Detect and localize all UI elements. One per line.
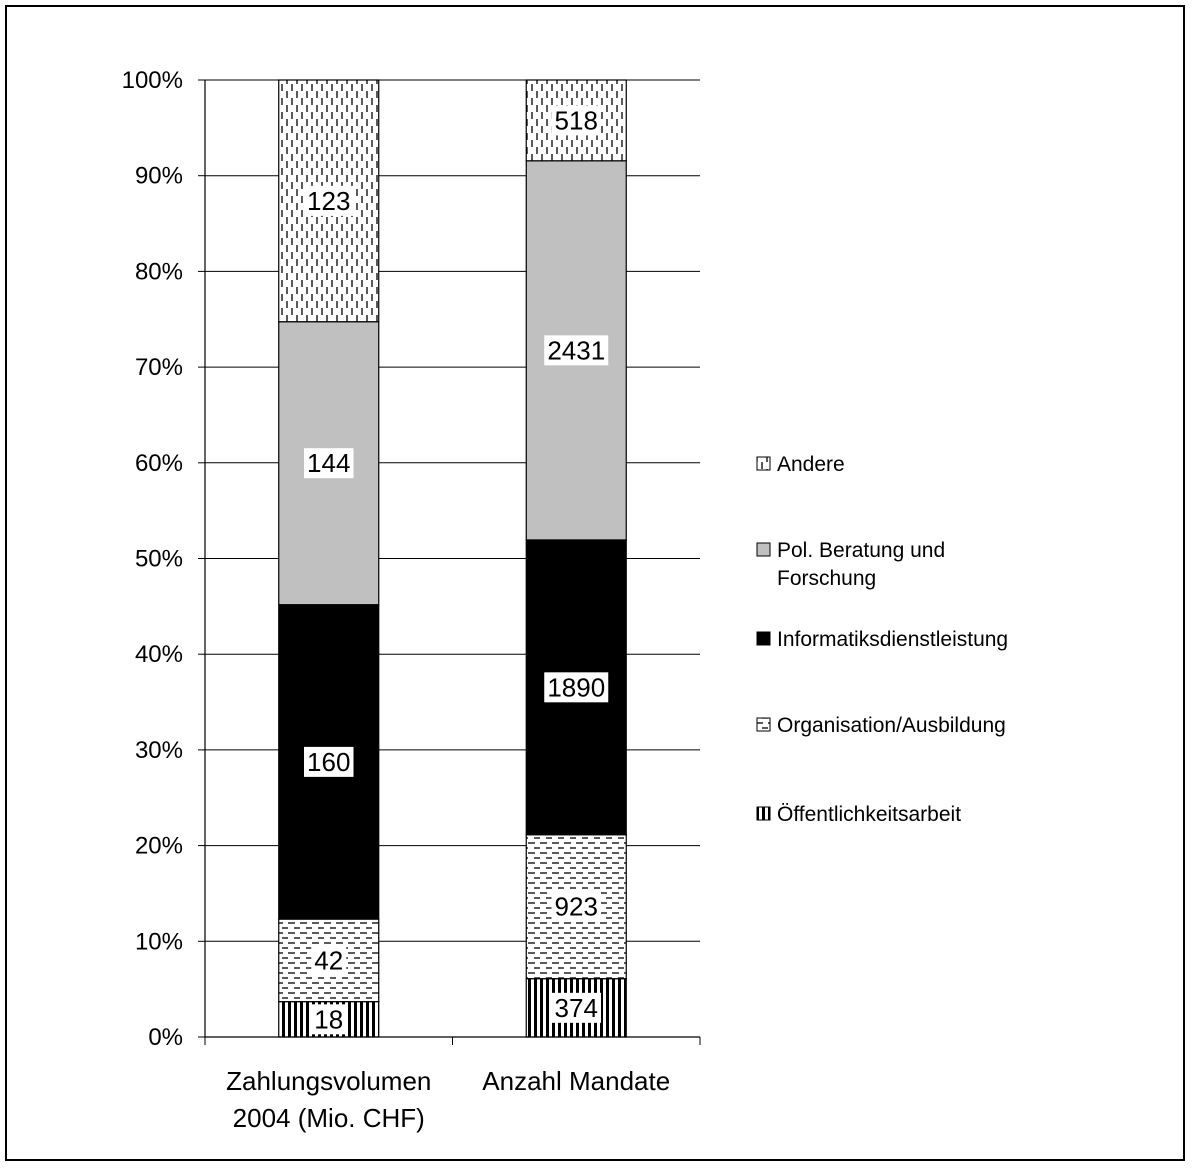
legend-label: Forschung	[777, 567, 876, 590]
legend-label: Pol. Beratung und	[777, 539, 945, 562]
y-tick-label: 0%	[148, 1024, 183, 1051]
data-label-background	[544, 672, 609, 703]
data-label-background	[304, 185, 354, 216]
data-label: 2431	[547, 335, 605, 365]
y-tick-label: 50%	[135, 546, 183, 573]
y-tick-label: 100%	[122, 67, 183, 94]
y-tick-label: 10%	[135, 928, 183, 955]
data-label-background	[311, 945, 347, 976]
legend-label: Informatiksdienstleistung	[777, 628, 1008, 651]
y-tick-label: 90%	[135, 163, 183, 190]
x-category-label: 2004 (Mio. CHF)	[233, 1103, 425, 1133]
data-label-background	[551, 992, 601, 1023]
y-tick-label: 60%	[135, 450, 183, 477]
data-label: 923	[555, 892, 598, 922]
legend-label: Andere	[777, 453, 845, 476]
bar-segment	[525, 79, 627, 162]
y-axis: 0% 10% 20% 30% 40% 50% 60% 70% 80% 90% 100%	[122, 67, 206, 1051]
data-label-background	[544, 335, 609, 366]
legend-label: Organisation/Ausbildung	[777, 714, 1006, 737]
legend-swatch	[756, 456, 771, 471]
data-label: 160	[307, 747, 350, 777]
data-label: 518	[555, 105, 598, 135]
legend-swatch	[756, 717, 771, 732]
legend-swatch	[756, 806, 771, 821]
data-label-background	[551, 891, 601, 922]
data-label-background	[304, 448, 354, 479]
data-label: 144	[307, 448, 350, 478]
legend-swatch	[756, 542, 771, 557]
data-label: 123	[307, 186, 350, 216]
legend-swatch	[756, 631, 771, 646]
data-label-background	[551, 105, 601, 136]
data-label: 1890	[547, 672, 605, 702]
data-label: 18	[314, 1004, 343, 1034]
x-category-label: Anzahl Mandate	[482, 1066, 670, 1096]
data-label-background	[311, 1004, 347, 1035]
y-tick-label: 30%	[135, 737, 183, 764]
y-tick-label: 70%	[135, 354, 183, 381]
y-tick-label: 40%	[135, 641, 183, 668]
y-tick-label: 80%	[135, 258, 183, 285]
x-axis: Zahlungsvolumen 2004 (Mio. CHF) Anzahl Man…	[204, 1036, 701, 1133]
data-label: 42	[314, 945, 343, 975]
legend: Andere Pol. Beratung und Forschung Informat…	[756, 453, 1008, 826]
bars: 18 42 160 144 123 374 923 1890 2431 518	[278, 79, 627, 1038]
x-category-label: Zahlungsvolumen	[226, 1066, 431, 1096]
data-label: 374	[555, 993, 598, 1023]
legend-label: Öffentlichkeitsarbeit	[777, 803, 961, 826]
data-label-background	[304, 746, 354, 777]
y-tick-label: 20%	[135, 833, 183, 860]
